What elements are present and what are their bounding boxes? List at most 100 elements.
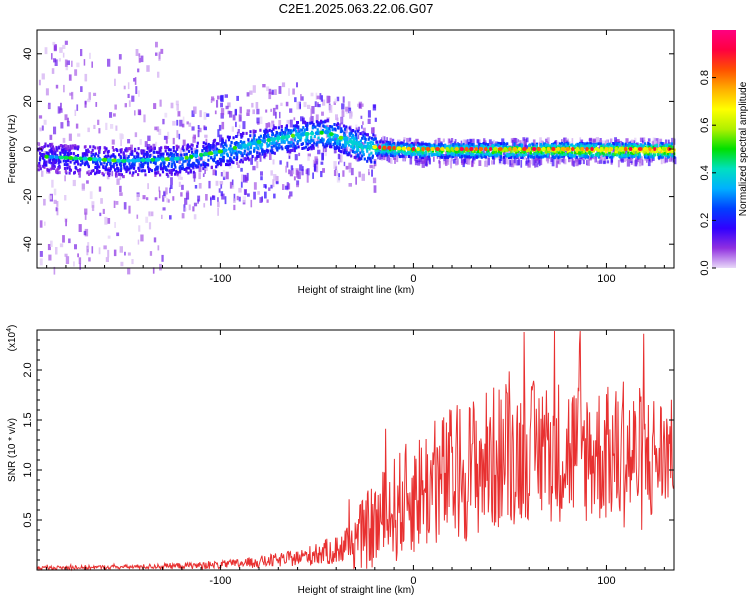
spectrogram-noise-cell	[81, 183, 85, 191]
spectrogram-noise-cell	[240, 181, 243, 188]
spectrogram-band-cell	[226, 152, 229, 156]
colorbar-tick-label: 0.8	[699, 70, 711, 85]
spectrogram-band-cell	[98, 170, 101, 173]
spectrogram-core-cell	[329, 132, 334, 137]
spectrogram-noise-cell	[527, 149, 531, 158]
spectrogram-band-cell	[431, 149, 435, 153]
spectrogram-band-cell	[320, 119, 323, 123]
spectrogram-band-cell	[539, 155, 542, 159]
spectrogram-band-cell	[546, 144, 549, 148]
spectrogram-noise-cell	[234, 108, 237, 116]
spectrogram-band-cell	[236, 155, 239, 159]
spectrogram-band-cell	[421, 151, 424, 155]
spectrogram-noise-cell	[372, 127, 375, 133]
spectrogram-band-cell	[298, 135, 301, 139]
spectrogram-band-cell	[64, 150, 67, 154]
spectrogram-core-cell	[624, 147, 628, 151]
spectrogram-band-cell	[331, 128, 334, 132]
spectrogram-noise-cell	[629, 154, 632, 162]
spectrogram-noise-cell	[252, 109, 255, 115]
spectrogram-noise-cell	[386, 155, 388, 162]
spectrogram-band-cell	[306, 138, 309, 142]
spectrogram-noise-cell	[74, 109, 77, 116]
spectrogram-noise-cell	[513, 158, 516, 164]
spectrogram-noise-cell	[296, 169, 299, 178]
spectrogram-band-cell	[109, 155, 112, 159]
spectrogram-noise-cell	[157, 71, 160, 78]
spectrogram-band-cell	[273, 151, 276, 155]
spectrogram-band-cell	[181, 166, 185, 170]
spectrogram-band-cell	[65, 159, 68, 163]
spectrogram-noise-cell	[91, 201, 95, 208]
spectrogram-band-cell	[93, 160, 96, 164]
spectrogram-band-cell	[395, 151, 398, 155]
spectrogram-band-cell	[350, 154, 353, 158]
spectrogram-band-cell	[346, 141, 349, 145]
spectrogram-noise-cell	[316, 137, 319, 144]
spectrogram-band-cell	[313, 141, 316, 145]
spectrogram-noise-cell	[56, 201, 59, 207]
spectrogram-band-cell	[589, 154, 592, 158]
spectrogram-noise-cell	[472, 158, 476, 165]
spectrogram-core-cell	[352, 141, 359, 146]
spectrogram-core-cell	[541, 147, 546, 151]
spectrogram-band-cell	[338, 143, 341, 146]
spectrogram-band-cell	[292, 143, 296, 147]
spectrogram-core-cell	[512, 147, 518, 151]
spectrogram-core-cell	[217, 149, 224, 154]
spectrogram-band-cell	[78, 172, 81, 175]
spectrogram-band-cell	[477, 155, 480, 159]
spectrogram-noise-cell	[504, 158, 508, 164]
spectrogram-band-cell	[616, 150, 619, 154]
spectrogram-noise-cell	[639, 156, 643, 161]
spectrogram-band-cell	[142, 154, 146, 158]
spectrogram-core-cell	[275, 136, 281, 141]
spectrogram-noise-cell	[319, 125, 323, 132]
spectrogram-noise-cell	[212, 98, 215, 102]
spectrogram-band-cell	[365, 147, 368, 151]
spectrogram-noise-cell	[68, 74, 72, 81]
spectrogram-band-cell	[328, 127, 331, 131]
spectrogram-band-cell	[89, 171, 92, 175]
spectrogram-band-cell	[87, 165, 90, 169]
spectrogram-band-cell	[255, 138, 258, 142]
spectrogram-band-cell	[527, 155, 530, 159]
spectrogram-band-cell	[566, 143, 569, 147]
spectrogram-band-cell	[435, 153, 438, 157]
spectrogram-noise-cell	[155, 52, 158, 56]
spectrogram-band-cell	[326, 118, 329, 122]
spectrogram-noise-cell	[538, 142, 541, 146]
spectrogram-band-cell	[240, 146, 243, 150]
spectrogram-band-cell	[132, 163, 135, 167]
spectrogram-band-cell	[448, 154, 451, 158]
spectrogram-band-cell	[362, 134, 365, 138]
spectrogram-noise-cell	[84, 101, 87, 108]
spectrogram-band-cell	[279, 131, 282, 135]
spectrogram-band-cell	[327, 139, 330, 142]
spectrogram-band-cell	[243, 140, 246, 144]
spectrogram-band-cell	[317, 136, 320, 140]
spectrogram-band-cell	[501, 145, 504, 148]
spectrogram-noise-cell	[115, 125, 118, 131]
spectrogram-noise-cell	[109, 112, 113, 118]
spectrogram-noise-cell	[107, 218, 111, 224]
spectrogram-band-cell	[535, 149, 538, 153]
spectrogram-noise-cell	[426, 155, 430, 162]
spectrogram-noise-cell	[198, 127, 202, 133]
spectrogram-band-cell	[466, 155, 469, 159]
spectrogram-band-cell	[186, 147, 189, 151]
spectrogram-band-cell	[602, 143, 605, 147]
spectrogram-noise-cell	[610, 158, 613, 163]
spectrogram-band-cell	[343, 133, 346, 137]
spectrogram-noise-cell	[93, 124, 96, 129]
spectrogram-noise-cell	[335, 114, 338, 120]
spectrogram-noise-cell	[91, 246, 94, 254]
spectrogram-band-cell	[306, 121, 309, 125]
spectrogram-band-cell	[181, 147, 184, 151]
spectrogram-band-cell	[47, 152, 50, 156]
spectrogram-band-cell	[270, 149, 273, 153]
spectrogram-band-cell	[122, 153, 125, 156]
spectrogram-noise-cell	[484, 156, 489, 162]
spectrogram-band-cell	[367, 137, 370, 141]
spectrogram-band-cell	[483, 143, 486, 147]
